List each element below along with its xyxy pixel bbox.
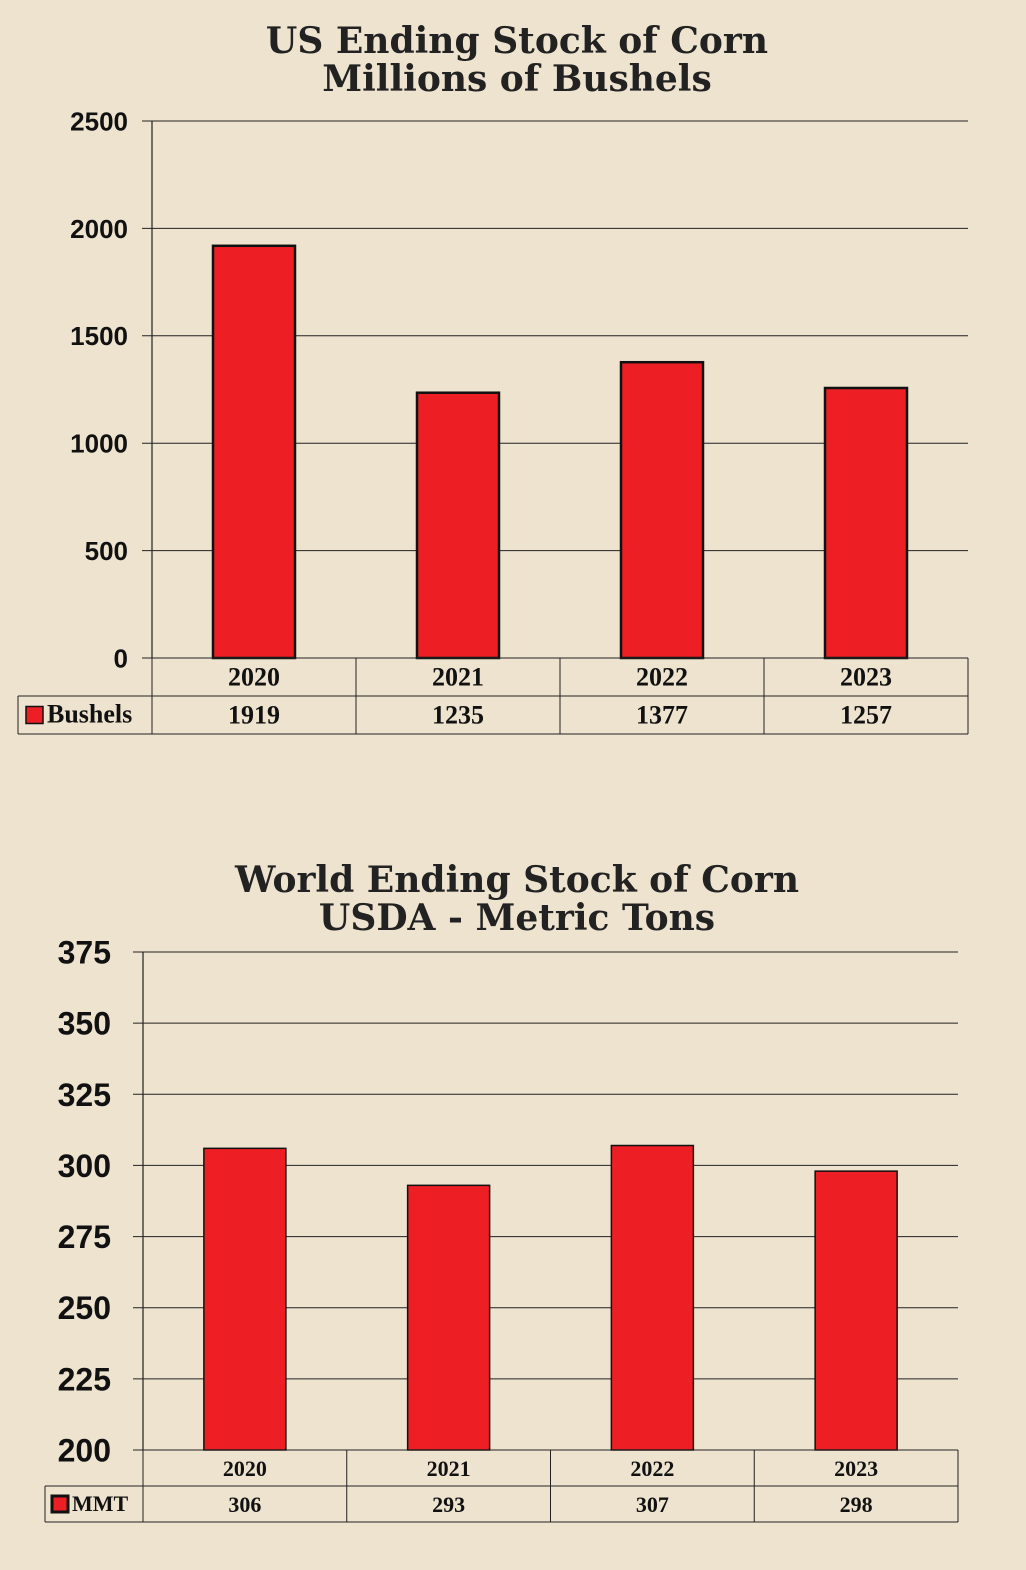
data-label: 306 [228, 1492, 261, 1517]
y-tick-label: 375 [58, 935, 111, 971]
bar-2022 [610, 1144, 695, 1451]
category-label: 2023 [840, 662, 892, 691]
category-label: 2022 [636, 662, 688, 691]
y-tick-label: 2500 [70, 106, 128, 136]
data-label: 1377 [636, 700, 688, 729]
data-label: 298 [840, 1492, 873, 1517]
category-label: 2023 [834, 1456, 878, 1481]
legend-key [50, 1494, 70, 1514]
y-tick-label: 275 [58, 1219, 111, 1255]
bar-2021 [415, 391, 501, 660]
bar-2022 [619, 360, 705, 660]
bar-2023 [823, 386, 909, 660]
legend-label: MMT [72, 1491, 129, 1516]
y-tick-label: 2000 [70, 214, 128, 244]
chart-subtitle: USDA - Metric Tons [319, 897, 715, 939]
y-tick-label: 0 [114, 643, 128, 673]
category-label: 2022 [630, 1456, 674, 1481]
data-label: 293 [432, 1492, 465, 1517]
bar-2020 [203, 1147, 287, 1451]
chart-subtitle: Millions of Bushels [322, 58, 711, 100]
bar-2023 [814, 1170, 898, 1451]
data-label: 1257 [840, 700, 892, 729]
bar-2020 [211, 244, 297, 660]
y-tick-label: 500 [85, 536, 128, 566]
data-label: 307 [636, 1492, 669, 1517]
chart-title: World Ending Stock of Corn [234, 859, 799, 901]
y-tick-label: 250 [58, 1290, 111, 1326]
legend-key [25, 705, 44, 725]
category-label: 2020 [223, 1456, 267, 1481]
legend-label: Bushels [47, 700, 132, 729]
y-tick-label: 200 [58, 1433, 111, 1469]
y-tick-label: 300 [58, 1148, 111, 1184]
category-label: 2020 [228, 662, 280, 691]
data-label: 1235 [432, 700, 484, 729]
category-label: 2021 [432, 662, 484, 691]
y-tick-label: 325 [58, 1077, 111, 1113]
data-label: 1919 [228, 700, 280, 729]
y-tick-label: 225 [58, 1361, 111, 1397]
y-tick-label: 350 [58, 1006, 111, 1042]
y-tick-label: 1000 [70, 429, 128, 459]
y-tick-label: 1500 [70, 321, 128, 351]
category-label: 2021 [427, 1456, 471, 1481]
bar-2021 [406, 1184, 491, 1451]
chart-title: US Ending Stock of Corn [266, 20, 768, 62]
